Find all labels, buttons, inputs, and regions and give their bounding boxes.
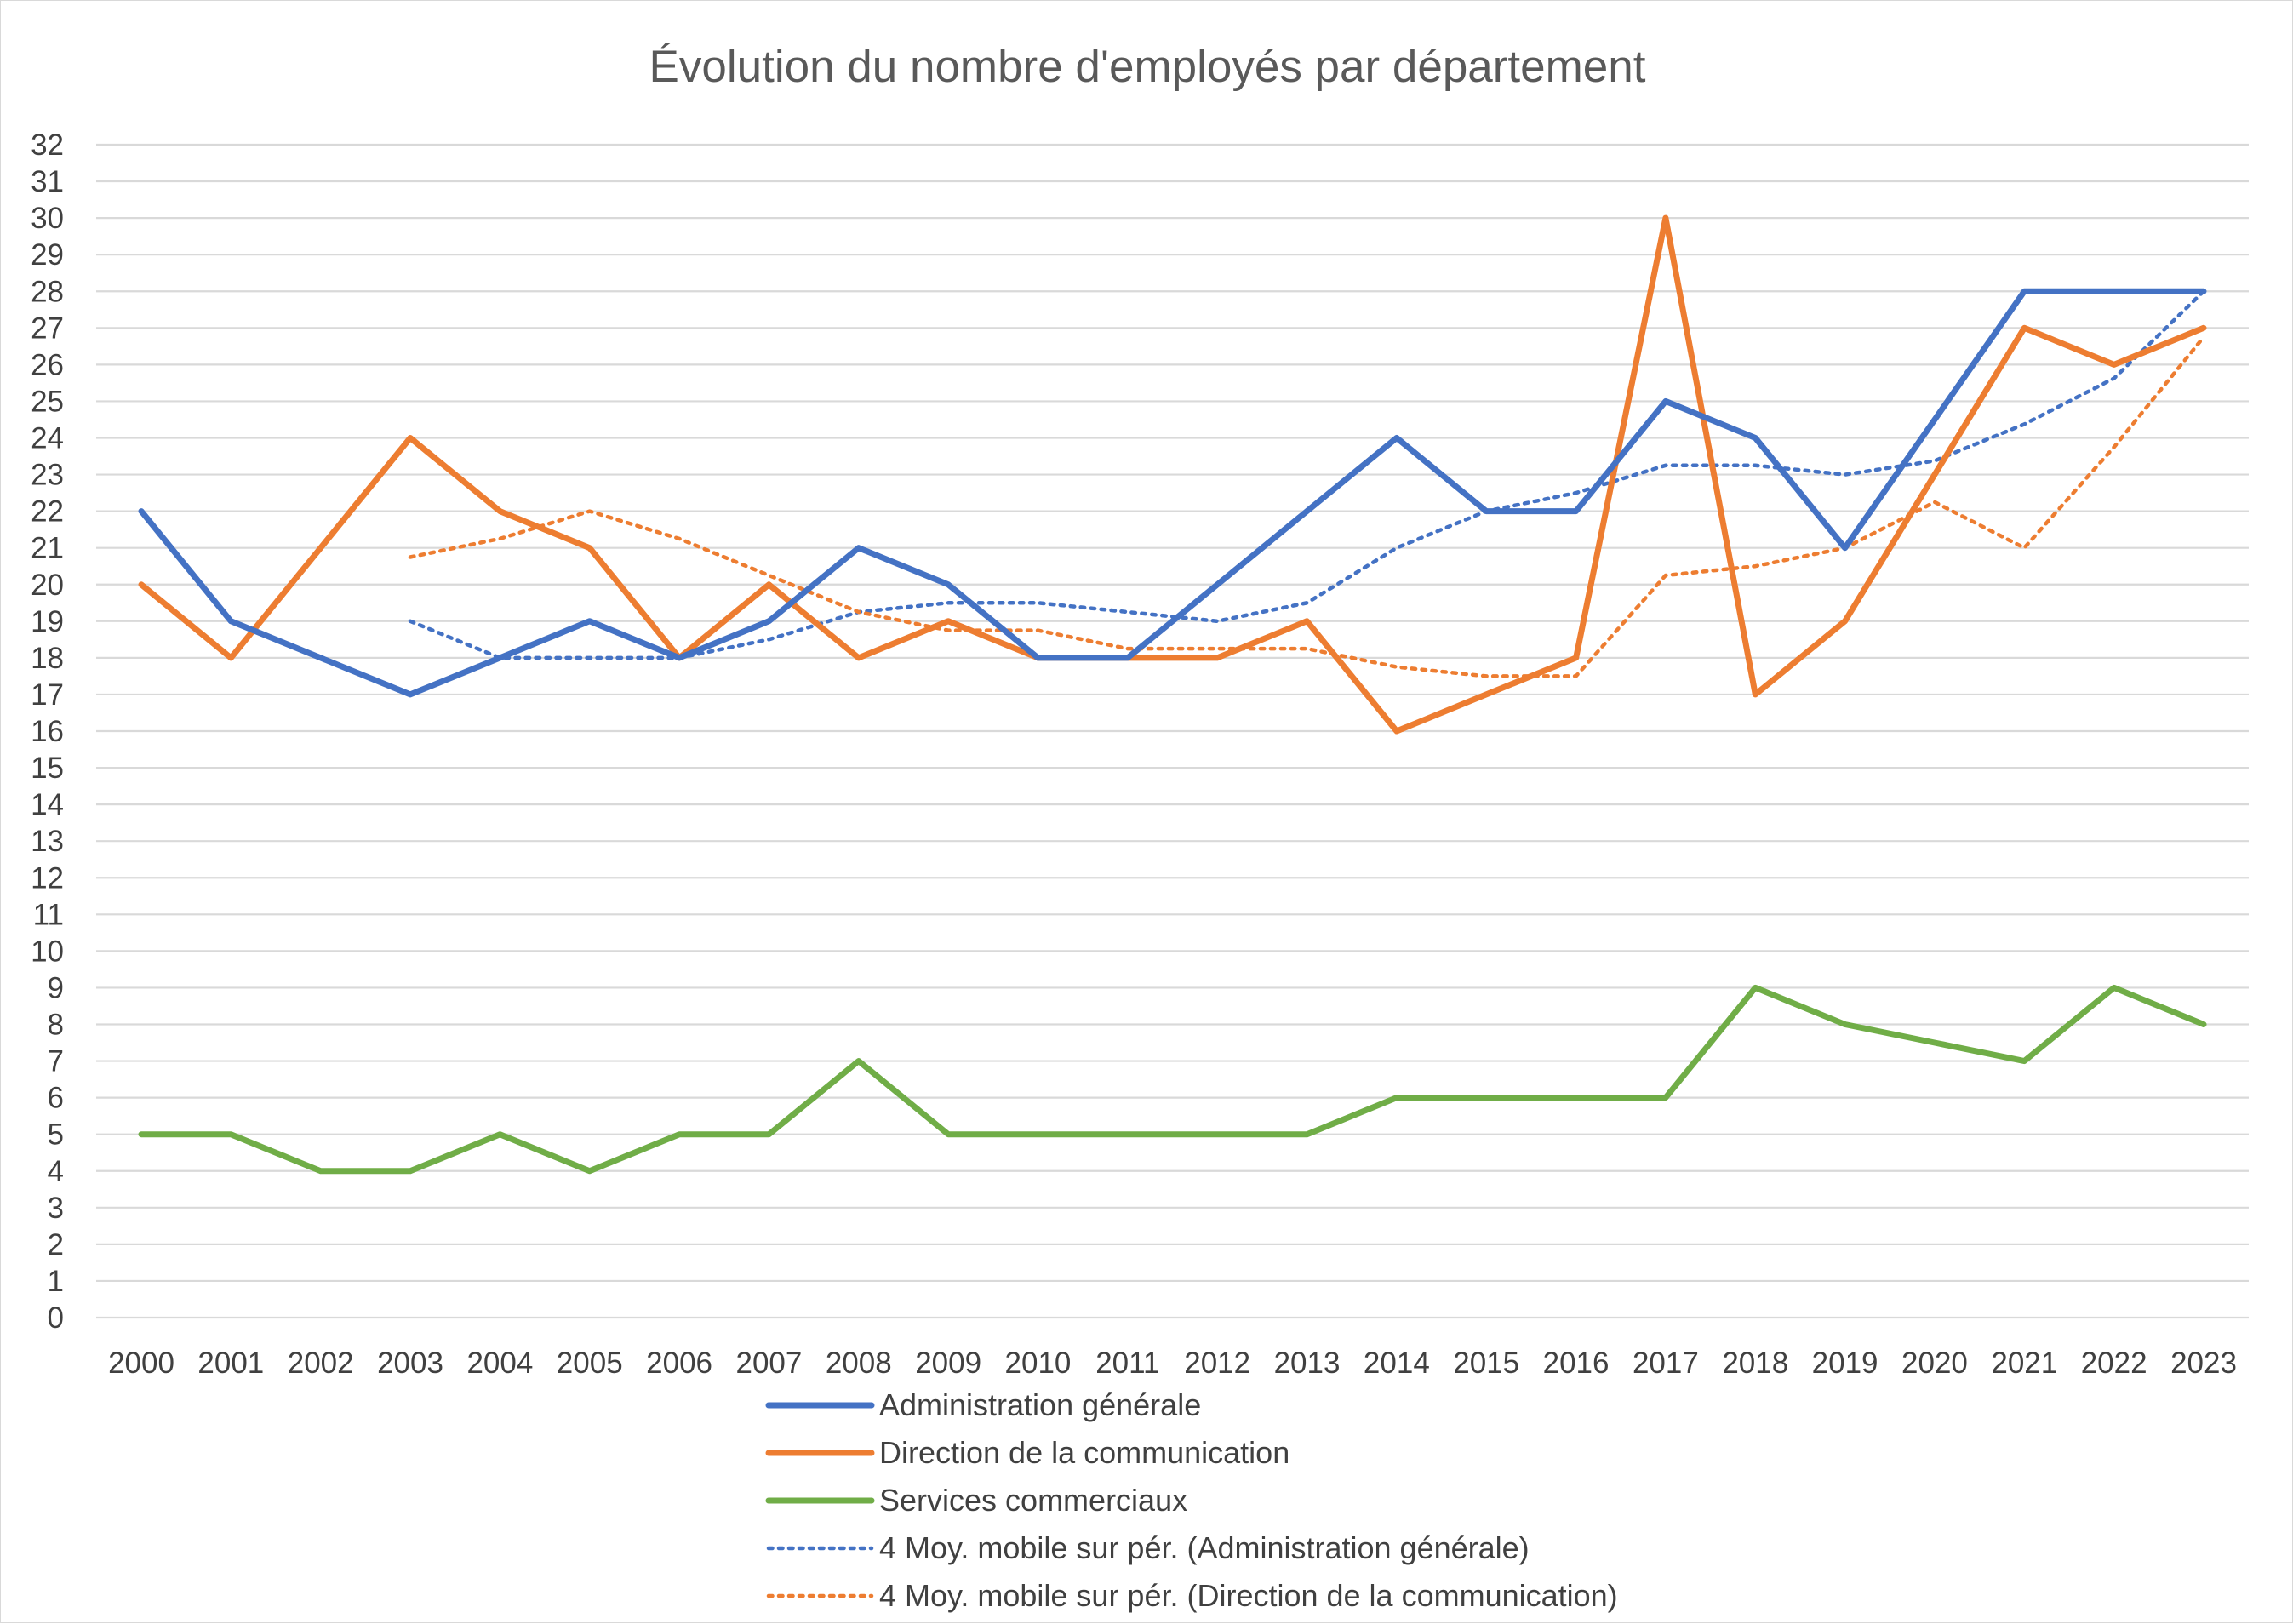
x-tick-label: 2014 (1364, 1347, 1430, 1380)
y-tick-label: 6 (48, 1082, 64, 1115)
x-tick-label: 2013 (1274, 1347, 1341, 1380)
x-tick-label: 2007 (735, 1347, 802, 1380)
series-line-4 (408, 335, 2206, 678)
y-tick-label: 8 (48, 1009, 64, 1042)
series-line-1 (138, 214, 2207, 735)
y-tick-label: 18 (31, 642, 64, 675)
y-tick-label: 16 (31, 715, 64, 748)
y-tick-label: 13 (31, 825, 64, 858)
x-tick-label: 2016 (1543, 1347, 1610, 1380)
legend-label-3: 4 Moy. mobile sur pér. (Administration g… (879, 1530, 1530, 1565)
y-tick-label: 26 (31, 348, 64, 381)
x-tick-label: 2017 (1633, 1347, 1699, 1380)
legend-label-4: 4 Moy. mobile sur pér. (Direction de la … (879, 1578, 1618, 1613)
y-tick-label: 1 (48, 1265, 64, 1298)
y-tick-label: 15 (31, 752, 64, 785)
y-tick-label: 29 (31, 238, 64, 272)
series-line-0 (138, 288, 2207, 698)
y-tick-label: 5 (48, 1118, 64, 1152)
x-tick-label: 2001 (197, 1347, 264, 1380)
y-tick-label: 27 (31, 312, 64, 345)
y-tick-label: 19 (31, 605, 64, 638)
y-tick-label: 22 (31, 495, 64, 529)
x-tick-label: 2009 (915, 1347, 981, 1380)
legend-label-0: Administration générale (879, 1387, 1201, 1422)
y-tick-label: 14 (31, 788, 64, 821)
y-tick-label: 2 (48, 1228, 64, 1261)
legend-label-1: Direction de la communication (879, 1435, 1289, 1470)
x-tick-label: 2012 (1184, 1347, 1250, 1380)
x-tick-label: 2011 (1095, 1347, 1159, 1380)
y-tick-label: 20 (31, 569, 64, 602)
y-tick-label: 4 (48, 1155, 64, 1188)
y-tick-label: 23 (31, 459, 64, 492)
gridlines (96, 143, 2249, 1319)
y-tick-label: 11 (33, 898, 64, 931)
x-tick-label: 2020 (1901, 1347, 1968, 1380)
x-tick-label: 2018 (1722, 1347, 1788, 1380)
y-tick-label: 10 (31, 935, 64, 968)
x-tick-label: 2019 (1812, 1347, 1878, 1380)
y-tick-label: 24 (31, 422, 64, 455)
x-axis-ticks: 2000 2001 2002 2003 2004 2005 2006 2007 2008 2009… (108, 1347, 2237, 1380)
y-tick-label: 28 (31, 275, 64, 308)
y-tick-label: 9 (48, 971, 64, 1004)
y-tick-label: 21 (31, 532, 64, 565)
y-tick-label: 0 (48, 1301, 64, 1335)
x-tick-label: 2022 (2081, 1347, 2147, 1380)
series-line-2 (138, 984, 2207, 1175)
y-tick-label: 32 (31, 129, 64, 162)
y-tick-label: 30 (31, 202, 64, 235)
x-tick-label: 2015 (1453, 1347, 1519, 1380)
chart-title: Évolution du nombre d'employés par dépar… (649, 42, 1646, 92)
y-tick-label: 25 (31, 385, 64, 418)
y-tick-label: 3 (48, 1192, 64, 1225)
x-tick-label: 2006 (646, 1347, 712, 1380)
y-tick-label: 31 (31, 165, 64, 198)
y-tick-label: 17 (31, 678, 64, 712)
x-tick-label: 2002 (288, 1347, 354, 1380)
legend-label-2: Services commerciaux (879, 1483, 1187, 1518)
legend: Administration générale Direction de la c… (765, 1387, 1618, 1613)
y-tick-label: 12 (31, 861, 64, 895)
series-lines (138, 214, 2207, 1175)
x-tick-label: 2004 (466, 1347, 533, 1380)
x-tick-label: 2005 (557, 1347, 623, 1380)
x-tick-label: 2021 (1991, 1347, 2057, 1380)
x-tick-label: 2010 (1005, 1347, 1072, 1380)
x-tick-label: 2003 (377, 1347, 443, 1380)
y-axis-ticks: 0123456789101112131415161718192021222324… (31, 129, 64, 1335)
x-tick-label: 2008 (826, 1347, 892, 1380)
x-tick-label: 2000 (108, 1347, 174, 1380)
x-tick-label: 2023 (2170, 1347, 2237, 1380)
y-tick-label: 7 (48, 1045, 64, 1078)
